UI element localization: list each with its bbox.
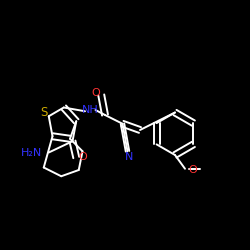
Text: NH: NH bbox=[82, 105, 98, 115]
Text: N: N bbox=[124, 152, 133, 162]
Text: O: O bbox=[189, 165, 198, 175]
Text: S: S bbox=[40, 106, 48, 119]
Text: O: O bbox=[78, 152, 87, 162]
Text: H₂N: H₂N bbox=[21, 148, 42, 158]
Text: O: O bbox=[92, 88, 100, 98]
